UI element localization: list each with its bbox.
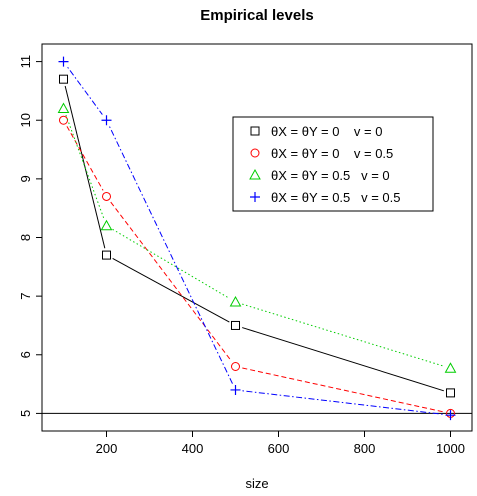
series-2-point bbox=[102, 191, 111, 201]
series-1-segment bbox=[112, 258, 230, 323]
series-2 bbox=[59, 115, 455, 418]
series-4-point bbox=[230, 384, 241, 395]
legend-label-2: θX = θY = 0 v = 0.5 bbox=[271, 146, 393, 161]
y-axis: 5 6 7 8 9 10 11 bbox=[18, 55, 42, 417]
x-tick-label: 400 bbox=[182, 441, 204, 456]
series-4 bbox=[58, 56, 456, 421]
series-4-point bbox=[101, 115, 112, 126]
series-4-point bbox=[58, 56, 69, 67]
series-4-segment bbox=[67, 66, 103, 115]
y-tick-label: 7 bbox=[18, 293, 33, 300]
x-tick-label: 1000 bbox=[436, 441, 465, 456]
legend-marker-2 bbox=[250, 148, 260, 158]
series-1-point bbox=[102, 250, 111, 260]
x-tick-label: 800 bbox=[354, 441, 376, 456]
series-3-segment bbox=[65, 114, 105, 220]
series-3-segment bbox=[112, 228, 230, 299]
legend-label-4: θX = θY = 0.5 v = 0.5 bbox=[271, 190, 401, 205]
series-3-point bbox=[100, 219, 113, 231]
series-layer bbox=[57, 56, 457, 421]
series-3-point bbox=[229, 295, 242, 307]
legend-marker-4 bbox=[250, 192, 260, 202]
y-tick-label: 8 bbox=[18, 234, 33, 241]
series-4-segment bbox=[242, 390, 444, 415]
x-tick-label: 200 bbox=[96, 441, 118, 456]
series-1-point bbox=[446, 388, 455, 398]
legend-label-1: θX = θY = 0 v = 0 bbox=[271, 124, 382, 139]
y-tick-label: 9 bbox=[18, 175, 33, 182]
plot-frame bbox=[41, 43, 473, 432]
series-1-segment bbox=[242, 327, 444, 392]
series-2-segment bbox=[110, 201, 232, 362]
x-axis: 200 400 600 800 1000 bbox=[96, 431, 465, 456]
series-4-segment bbox=[109, 126, 233, 384]
legend-label-3: θX = θY = 0.5 v = 0 bbox=[271, 168, 390, 183]
x-tick-label: 600 bbox=[268, 441, 290, 456]
series-2-segment bbox=[66, 126, 104, 191]
y-tick-label: 11 bbox=[18, 55, 33, 69]
y-tick-label: 5 bbox=[18, 410, 33, 417]
legend-box bbox=[232, 116, 434, 212]
y-tick-label: 10 bbox=[18, 113, 33, 127]
series-2-segment bbox=[242, 367, 444, 413]
series-4-point bbox=[445, 410, 456, 421]
series-3-point bbox=[57, 102, 70, 113]
chart-title: Empirical levels bbox=[200, 7, 313, 24]
series-3 bbox=[57, 102, 457, 373]
series-2-point bbox=[231, 362, 240, 371]
y-tick-label: 6 bbox=[18, 351, 33, 358]
series-3-point bbox=[444, 362, 457, 373]
legend: θX = θY = 0 v = 0 θX = θY = 0 v = 0.5 θX =… bbox=[232, 116, 434, 212]
series-3-segment bbox=[242, 303, 444, 367]
legend-marker-3 bbox=[249, 168, 261, 180]
series-2-point bbox=[59, 115, 68, 125]
series-1-segment bbox=[64, 85, 106, 249]
series-1-point bbox=[59, 74, 68, 84]
legend-marker-1 bbox=[250, 126, 260, 136]
series-1 bbox=[59, 74, 455, 398]
x-axis-label: size bbox=[245, 476, 268, 491]
series-1-point bbox=[231, 320, 240, 330]
